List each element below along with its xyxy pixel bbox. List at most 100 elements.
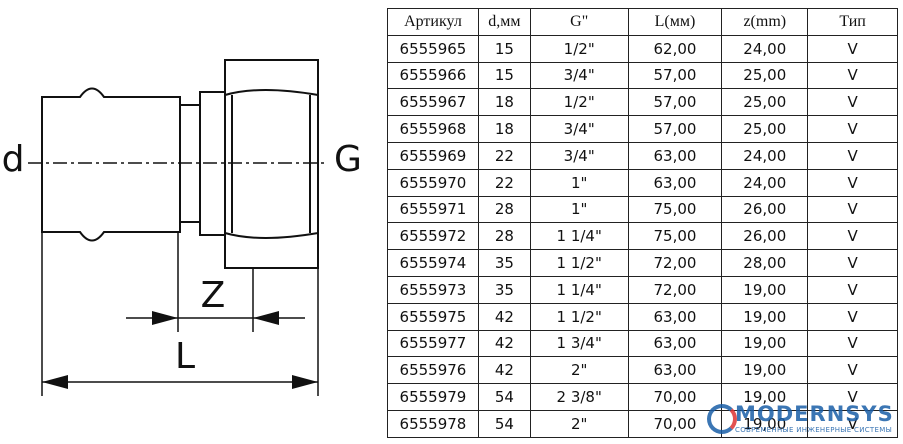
table-row: 6555974 35 1 1/2" 72,00 28,00 V bbox=[387, 249, 898, 277]
table-cell: V bbox=[807, 141, 898, 170]
table-cell: V bbox=[807, 409, 898, 438]
table-cell: 6555970 bbox=[387, 168, 479, 197]
table-cell: 6555965 bbox=[387, 34, 479, 63]
table-row: 6555969 22 3/4" 63,00 24,00 V bbox=[387, 141, 898, 170]
table-cell: 28 bbox=[477, 222, 531, 251]
table-cell: 2 3/8" bbox=[529, 383, 629, 411]
table-cell: V bbox=[807, 275, 898, 304]
table-cell: 19,00 bbox=[721, 275, 809, 304]
table-cell: V bbox=[807, 302, 898, 331]
header-cell: z(mm) bbox=[721, 8, 809, 36]
pipe-body bbox=[41, 87, 181, 242]
table-cell: 2" bbox=[529, 356, 629, 385]
table-row: 6555975 42 1 1/2" 63,00 19,00 V bbox=[387, 302, 898, 331]
table-cell: 25,00 bbox=[721, 88, 809, 117]
table-cell: 1" bbox=[529, 168, 629, 197]
table-cell: 75,00 bbox=[627, 222, 723, 251]
table-cell: 72,00 bbox=[627, 275, 723, 304]
table-row: 6555967 18 1/2" 57,00 25,00 V bbox=[387, 88, 898, 117]
table-cell: 6555971 bbox=[387, 195, 479, 224]
table-cell: 6555974 bbox=[387, 249, 479, 277]
table-cell: V bbox=[807, 61, 898, 90]
table-cell: 15 bbox=[477, 34, 531, 63]
table-cell: 63,00 bbox=[627, 356, 723, 385]
table-cell: 1 1/2" bbox=[529, 302, 629, 331]
table-cell: V bbox=[807, 195, 898, 224]
logo-name: MODERNSYS bbox=[735, 402, 894, 426]
arrow bbox=[152, 311, 178, 325]
table-cell: 19,00 bbox=[721, 329, 809, 358]
table-cell: 28 bbox=[477, 195, 531, 224]
table-cell: 42 bbox=[477, 329, 531, 358]
table-cell: 25,00 bbox=[721, 115, 809, 143]
table-cell: 57,00 bbox=[627, 115, 723, 143]
table-row: 6555971 28 1" 75,00 26,00 V bbox=[387, 195, 898, 224]
table-row: 6555965 15 1/2" 62,00 24,00 V bbox=[387, 34, 898, 63]
table-row: 6555976 42 2" 63,00 19,00 V bbox=[387, 356, 898, 385]
table-cell: 6555979 bbox=[387, 383, 479, 411]
table-body: 6555965 15 1/2" 62,00 24,00 V 6555966 15 3/4" 57,… bbox=[387, 34, 898, 438]
table-cell: 15 bbox=[477, 61, 531, 90]
table-cell: V bbox=[807, 34, 898, 63]
arrow bbox=[253, 311, 279, 325]
table-cell: V bbox=[807, 222, 898, 251]
table-cell: 72,00 bbox=[627, 249, 723, 277]
logo-mark bbox=[707, 404, 737, 434]
table-cell: 25,00 bbox=[721, 61, 809, 90]
table-cell: 26,00 bbox=[721, 222, 809, 251]
table-cell: 6555973 bbox=[387, 275, 479, 304]
table-cell: V bbox=[807, 168, 898, 197]
arrow bbox=[292, 375, 318, 389]
header-cell: Тип bbox=[807, 8, 898, 36]
table-cell: 62,00 bbox=[627, 34, 723, 63]
table-cell: V bbox=[807, 88, 898, 117]
table-cell: 3/4" bbox=[529, 141, 629, 170]
table-cell: 63,00 bbox=[627, 329, 723, 358]
table-cell: 57,00 bbox=[627, 61, 723, 90]
table-cell: 1 1/2" bbox=[529, 249, 629, 277]
table-cell: 1/2" bbox=[529, 88, 629, 117]
logo-tagline: СОВРЕМЕННЫЕ ИНЖЕНЕРНЫЕ СИСТЕМЫ bbox=[735, 426, 893, 434]
table-cell: 1 1/4" bbox=[529, 222, 629, 251]
logo: MODERNSYS СОВРЕМЕННЫЕ ИНЖЕНЕРНЫЕ СИСТЕМЫ bbox=[705, 402, 901, 442]
table-cell: 24,00 bbox=[721, 141, 809, 170]
table-cell: 75,00 bbox=[627, 195, 723, 224]
table-cell: 54 bbox=[477, 383, 531, 411]
table-cell: 18 bbox=[477, 88, 531, 117]
table-cell: 63,00 bbox=[627, 302, 723, 331]
arrow bbox=[42, 375, 68, 389]
table-cell: 6555977 bbox=[387, 329, 479, 358]
table-cell: 24,00 bbox=[721, 34, 809, 63]
table-row: 6555973 35 1 1/4" 72,00 19,00 V bbox=[387, 275, 898, 304]
table-row: 6555968 18 3/4" 57,00 25,00 V bbox=[387, 115, 898, 143]
table-cell: 35 bbox=[477, 249, 531, 277]
table-cell: V bbox=[807, 249, 898, 277]
table-cell: 1/2" bbox=[529, 34, 629, 63]
label-z: Z bbox=[201, 275, 226, 316]
table-cell: 1 1/4" bbox=[529, 275, 629, 304]
table-cell: 22 bbox=[477, 168, 531, 197]
header-cell: L(мм) bbox=[627, 8, 723, 36]
table-cell: V bbox=[807, 115, 898, 143]
table-cell: 2" bbox=[529, 409, 629, 438]
spec-table: Артикул d,мм G" L(мм) z(mm) Тип 6555965 15 1/2"… bbox=[387, 8, 898, 438]
table-cell: 6555967 bbox=[387, 88, 479, 117]
table-cell: 42 bbox=[477, 302, 531, 331]
table-row: 6555972 28 1 1/4" 75,00 26,00 V bbox=[387, 222, 898, 251]
table-cell: 3/4" bbox=[529, 115, 629, 143]
hex-nut bbox=[224, 59, 319, 269]
fitting-drawing: d G Z L bbox=[2, 59, 362, 396]
table-cell: 6555975 bbox=[387, 302, 479, 331]
label-l: L bbox=[175, 336, 195, 377]
table-cell: 42 bbox=[477, 356, 531, 385]
table-cell: 19,00 bbox=[721, 356, 809, 385]
header-cell: G" bbox=[529, 8, 629, 36]
table-cell: 63,00 bbox=[627, 141, 723, 170]
table-cell: 6555976 bbox=[387, 356, 479, 385]
table-cell: V bbox=[807, 356, 898, 385]
table-cell: 19,00 bbox=[721, 302, 809, 331]
table-cell: 22 bbox=[477, 141, 531, 170]
table-row: 6555979 54 2 3/8" 70,00 19,00 V bbox=[387, 383, 898, 411]
table-cell: 28,00 bbox=[721, 249, 809, 277]
